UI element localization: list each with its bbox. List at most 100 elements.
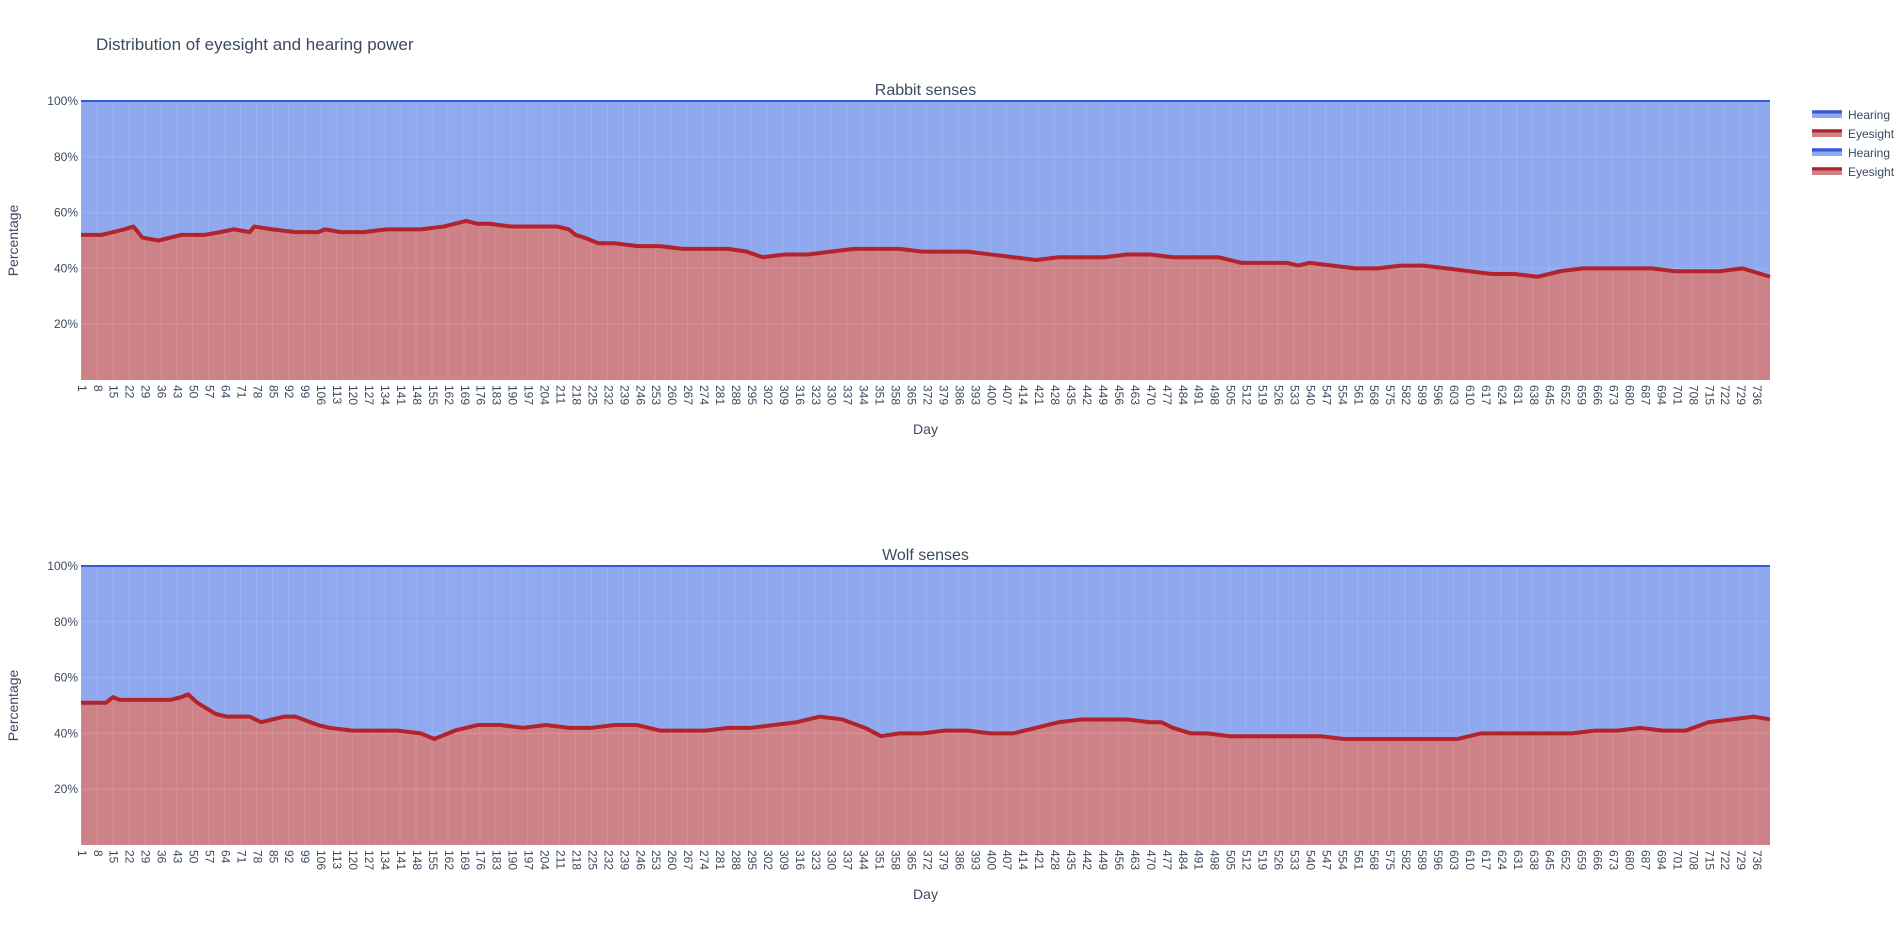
- x-tick-label: 281: [713, 385, 727, 405]
- x-tick-label: 547: [1319, 385, 1333, 405]
- x-tick-label: 673: [1607, 385, 1621, 405]
- x-tick-label: 134: [378, 850, 392, 870]
- x-tick-label: 358: [889, 385, 903, 405]
- x-tick-label: 239: [617, 385, 631, 405]
- legend-swatch-fill: [1812, 148, 1842, 156]
- legend-item-hearing[interactable]: Hearing: [1812, 146, 1890, 160]
- x-tick-label: 78: [250, 850, 264, 864]
- x-tick-label: 533: [1287, 850, 1301, 870]
- x-tick-label: 582: [1399, 385, 1413, 405]
- x-tick-label: 603: [1447, 850, 1461, 870]
- x-tick-label: 43: [171, 850, 185, 864]
- y-tick-label: 100%: [47, 94, 78, 108]
- x-tick-label: 274: [697, 850, 711, 870]
- x-tick-label: 372: [920, 850, 934, 870]
- x-tick-label: 302: [761, 385, 775, 405]
- x-tick-label: 491: [1192, 850, 1206, 870]
- x-tick-label: 190: [506, 385, 520, 405]
- x-tick-label: 540: [1303, 385, 1317, 405]
- x-tick-label: 113: [330, 385, 344, 404]
- x-tick-label: 8: [91, 385, 105, 392]
- legend-swatch-fill: [1812, 167, 1842, 175]
- x-tick-label: 484: [1176, 385, 1190, 405]
- x-tick-label: 603: [1447, 385, 1461, 405]
- x-tick-label: 225: [585, 385, 599, 405]
- x-tick-label: 204: [538, 850, 552, 870]
- x-tick-label: 477: [1160, 850, 1174, 870]
- x-tick-label: 687: [1638, 385, 1652, 405]
- x-tick-label: 176: [474, 850, 488, 870]
- x-tick-label: 463: [1128, 850, 1142, 870]
- x-tick-label: 141: [394, 385, 408, 405]
- x-tick-label: 260: [665, 850, 679, 870]
- x-tick-label: 169: [458, 850, 472, 870]
- x-tick-label: 659: [1575, 850, 1589, 870]
- x-tick-label: 169: [458, 385, 472, 405]
- legend-item-eyesight[interactable]: Eyesight: [1812, 165, 1895, 179]
- legend-item-hearing[interactable]: Hearing: [1812, 108, 1890, 122]
- x-tick-label: 393: [968, 850, 982, 870]
- x-tick-label: 197: [522, 850, 536, 870]
- x-tick-label: 218: [569, 385, 583, 405]
- x-tick-label: 526: [1271, 385, 1285, 405]
- x-tick-label: 211: [553, 385, 567, 404]
- x-tick-label: 253: [649, 385, 663, 405]
- x-tick-label: 505: [1224, 850, 1238, 870]
- x-tick-label: 435: [1064, 385, 1078, 405]
- x-tick-label: 176: [474, 385, 488, 405]
- x-tick-label: 694: [1654, 850, 1668, 870]
- x-tick-label: 281: [713, 850, 727, 870]
- x-tick-label: 645: [1543, 850, 1557, 870]
- x-tick-label: 722: [1718, 850, 1732, 870]
- x-tick-label: 533: [1287, 385, 1301, 405]
- x-tick-label: 155: [426, 385, 440, 405]
- x-tick-label: 253: [649, 850, 663, 870]
- x-tick-label: 666: [1591, 850, 1605, 870]
- x-tick-label: 295: [745, 850, 759, 870]
- x-gridlines: [80, 101, 1757, 380]
- eyesight-line: [81, 692, 1771, 741]
- x-tick-label: 729: [1734, 850, 1748, 870]
- x-tick-label: 85: [266, 850, 280, 864]
- x-tick-label: 484: [1176, 850, 1190, 870]
- eyesight-area: [81, 694, 1770, 845]
- x-tick-label: 708: [1686, 385, 1700, 405]
- x-tick-label: 22: [123, 385, 137, 399]
- legend-label: Hearing: [1848, 108, 1890, 122]
- x-tick-label: 561: [1351, 850, 1365, 870]
- x-tick-label: 148: [410, 850, 424, 870]
- x-tick-label: 477: [1160, 385, 1174, 405]
- x-tick-label: 71: [234, 385, 248, 399]
- x-tick-label: 736: [1750, 850, 1764, 870]
- x-tick-label: 687: [1638, 850, 1652, 870]
- x-tick-label: 519: [1256, 385, 1270, 405]
- x-tick-label: 267: [681, 385, 695, 405]
- x-tick-label: 113: [330, 850, 344, 869]
- x-tick-label: 344: [857, 850, 871, 870]
- x-tick-label: 57: [202, 850, 216, 864]
- x-tick-label: 330: [825, 385, 839, 405]
- x-tick-label: 162: [442, 385, 456, 405]
- x-tick-label: 736: [1750, 385, 1764, 405]
- x-tick-label: 162: [442, 850, 456, 870]
- x-tick-label: 260: [665, 385, 679, 405]
- legend[interactable]: Hearing Eyesight Hearing Eyesight: [1812, 108, 1895, 179]
- y-tick-label: 20%: [54, 782, 78, 796]
- legend-label: Eyesight: [1848, 165, 1895, 179]
- x-tick-label: 232: [601, 385, 615, 405]
- x-tick-label: 190: [506, 850, 520, 870]
- x-tick-label: 701: [1670, 385, 1684, 405]
- x-tick-label: 428: [1048, 850, 1062, 870]
- x-tick-label: 246: [633, 850, 647, 870]
- x-tick-label: 610: [1463, 385, 1477, 405]
- x-tick-label: 337: [841, 850, 855, 870]
- x-tick-label: 715: [1702, 850, 1716, 870]
- x-tick-label: 288: [729, 850, 743, 870]
- x-tick-label: 470: [1144, 850, 1158, 870]
- legend-item-eyesight[interactable]: Eyesight: [1812, 127, 1895, 141]
- y-tick-label: 80%: [54, 150, 78, 164]
- eyesight-area: [81, 220, 1770, 380]
- x-tick-label: 575: [1383, 385, 1397, 405]
- legend-label: Eyesight: [1848, 127, 1895, 141]
